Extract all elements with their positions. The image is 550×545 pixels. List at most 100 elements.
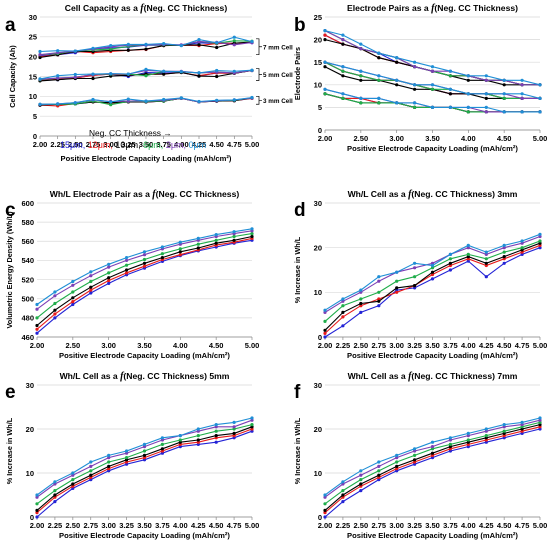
data-point xyxy=(395,464,399,468)
data-point xyxy=(359,78,363,82)
data-point xyxy=(125,462,129,466)
data-point xyxy=(56,76,60,80)
x-tick-label: 2.00 xyxy=(30,521,45,530)
series-0um xyxy=(323,29,542,87)
y-tick-label: 0 xyxy=(318,126,322,135)
data-point xyxy=(179,70,183,74)
data-point xyxy=(232,43,236,47)
bracket-label: 5 mm Cell xyxy=(263,72,293,79)
x-tick-label: 3.50 xyxy=(425,134,440,143)
data-point xyxy=(377,279,381,283)
data-point xyxy=(125,456,129,460)
data-point xyxy=(395,290,399,294)
data-point xyxy=(359,301,363,306)
data-point xyxy=(178,240,182,244)
data-point xyxy=(538,83,542,87)
data-point xyxy=(232,427,236,431)
data-point xyxy=(89,270,93,274)
y-tick-label: 20 xyxy=(314,243,322,252)
data-point xyxy=(359,304,363,308)
series-line xyxy=(324,30,540,86)
data-point xyxy=(250,95,254,100)
data-point xyxy=(359,469,363,473)
data-point xyxy=(341,33,345,37)
x-tick-label: 3.50 xyxy=(137,341,152,350)
data-point xyxy=(413,105,417,109)
series-6um xyxy=(323,29,542,87)
data-point xyxy=(38,55,42,60)
series-2um xyxy=(323,418,542,499)
data-point xyxy=(196,429,200,433)
data-point xyxy=(484,434,488,438)
x-axis-label: Positive Electrode Capacity Loading (mAh… xyxy=(59,531,230,540)
data-point xyxy=(359,478,363,482)
y-axis-label: Volumetric Energy Density (Wh/L) xyxy=(5,211,14,329)
data-point xyxy=(323,38,327,42)
data-point xyxy=(430,87,435,91)
data-point xyxy=(413,266,417,270)
data-point xyxy=(142,264,147,268)
data-point xyxy=(520,250,524,254)
data-point xyxy=(196,442,200,446)
series-2um xyxy=(323,87,542,114)
data-point xyxy=(38,53,42,57)
x-tick-label: 3.25 xyxy=(407,521,422,530)
y-tick-label: 10 xyxy=(314,469,322,478)
x-tick-label: 4.50 xyxy=(497,521,512,530)
series-15um xyxy=(35,429,254,519)
data-point xyxy=(448,447,452,451)
data-point xyxy=(377,473,381,477)
data-point xyxy=(359,74,363,78)
data-point xyxy=(160,451,164,455)
data-point xyxy=(35,323,39,328)
data-point xyxy=(196,246,200,250)
y-tick-label: 20 xyxy=(314,35,322,44)
data-point xyxy=(144,67,148,71)
data-point xyxy=(178,253,182,257)
data-point xyxy=(466,243,470,247)
data-point xyxy=(196,236,200,240)
data-point xyxy=(502,429,506,433)
data-point xyxy=(359,69,363,73)
x-tick-label: 2.75 xyxy=(86,140,101,149)
data-point xyxy=(395,270,399,274)
data-point xyxy=(484,78,488,82)
data-point xyxy=(395,60,399,64)
data-point xyxy=(250,40,254,44)
data-point xyxy=(71,486,75,490)
chart-title: Electrode Pairs as a f(Neg. CC Thickness… xyxy=(347,3,518,14)
x-tick-label: 3.25 xyxy=(407,341,422,350)
data-point xyxy=(484,438,488,442)
data-point xyxy=(395,78,399,82)
data-point xyxy=(502,78,506,82)
chart-title: Wh/L Electrode Pair as a f(Neg. CC Thick… xyxy=(50,189,240,200)
data-point xyxy=(520,248,524,252)
bracket xyxy=(256,95,262,105)
data-point xyxy=(520,252,524,256)
data-point xyxy=(448,436,452,440)
data-point xyxy=(162,69,166,73)
data-point xyxy=(448,257,452,261)
legend: Neg. CC Thickness → 15μm, 12μm, 10μm, 6μm… xyxy=(60,128,206,150)
y-tick-label: 0 xyxy=(30,513,34,522)
data-point xyxy=(160,442,164,446)
data-point xyxy=(53,301,57,306)
y-tick-label: 20 xyxy=(314,425,322,434)
data-point xyxy=(91,72,95,76)
data-point xyxy=(125,256,129,260)
data-point xyxy=(71,478,75,482)
data-point xyxy=(341,92,345,96)
data-point xyxy=(250,68,254,72)
data-point xyxy=(232,238,236,242)
data-point xyxy=(215,74,219,79)
data-point xyxy=(178,434,182,438)
data-point xyxy=(341,310,345,314)
data-point xyxy=(142,257,147,262)
series-0um xyxy=(323,232,542,312)
data-point xyxy=(232,425,236,429)
data-point xyxy=(232,420,236,424)
data-point xyxy=(35,331,39,335)
data-point xyxy=(520,96,524,100)
x-tick-label: 2.50 xyxy=(354,341,369,350)
data-point xyxy=(89,475,93,479)
